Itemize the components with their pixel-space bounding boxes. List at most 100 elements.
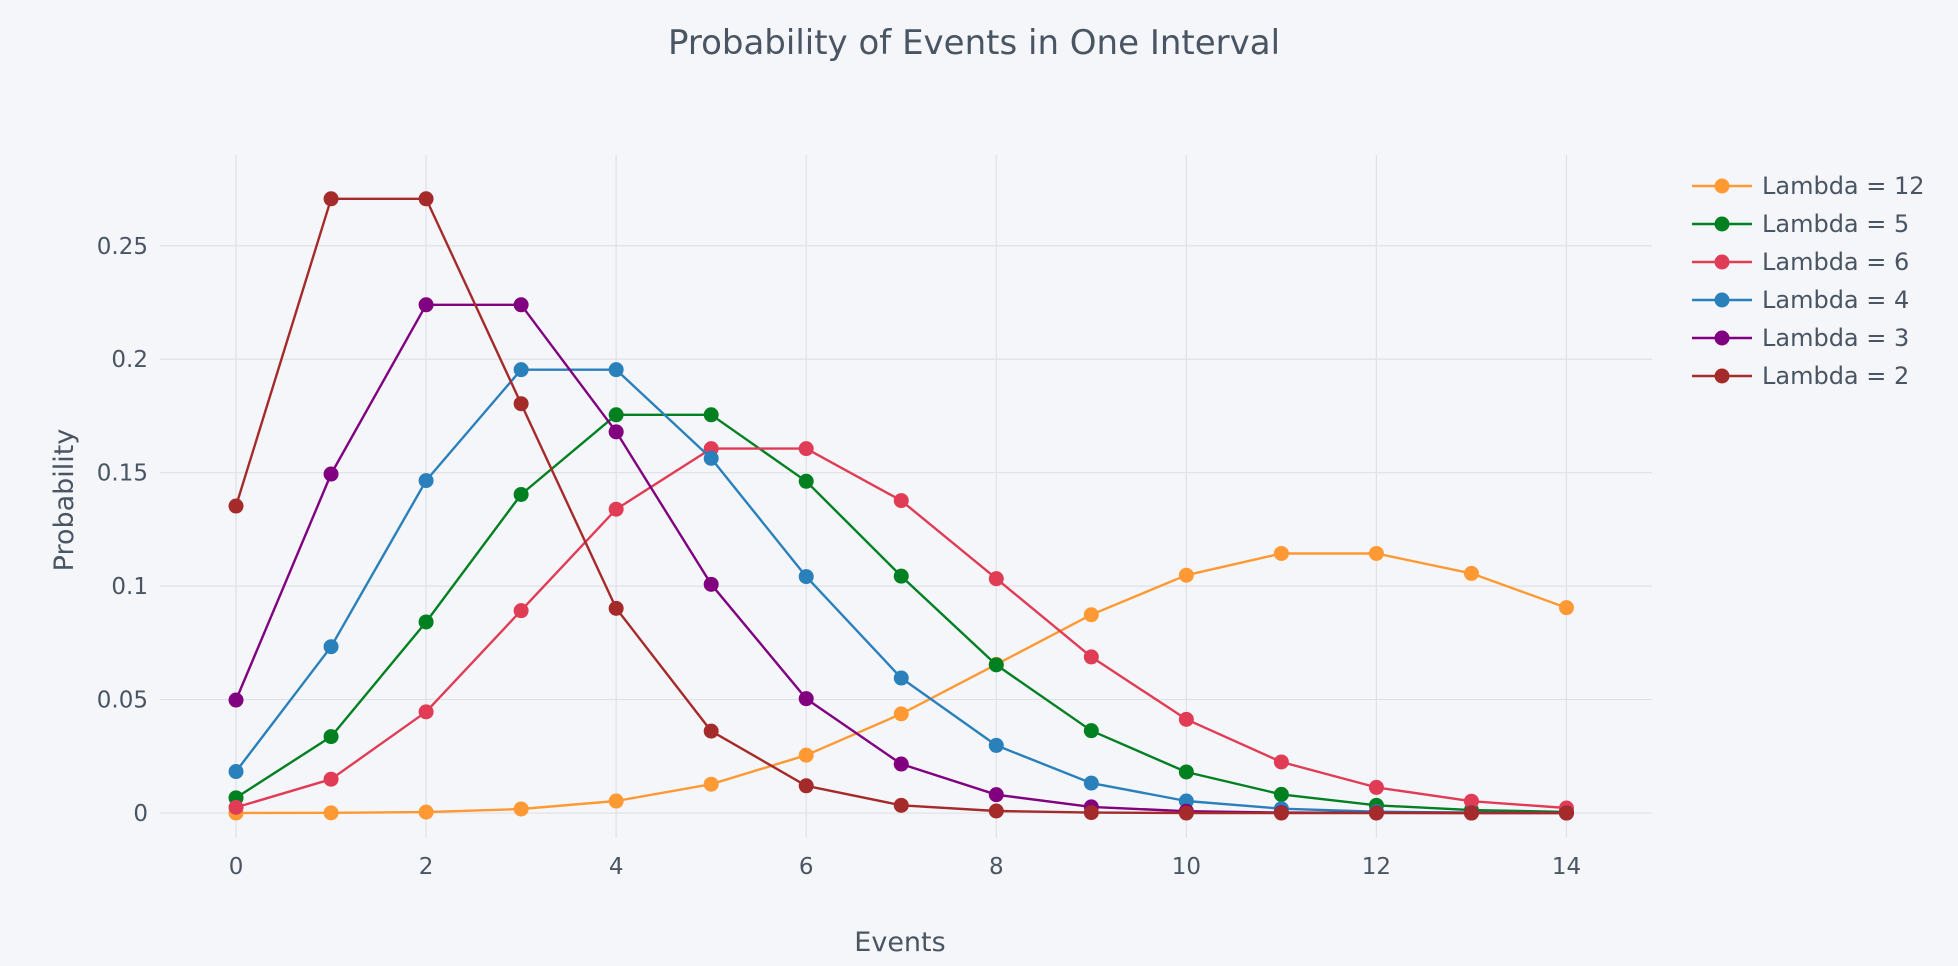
data-point[interactable] (1178, 764, 1194, 780)
data-point[interactable] (323, 729, 339, 745)
data-point[interactable] (608, 501, 624, 517)
data-point[interactable] (1083, 723, 1099, 739)
y-tick-label: 0.1 (111, 574, 148, 600)
legend-label: Lambda = 6 (1762, 248, 1909, 276)
data-point[interactable] (323, 639, 339, 655)
series-line (235, 413, 1567, 814)
data-point[interactable] (1463, 793, 1479, 809)
data-point[interactable] (798, 778, 814, 794)
data-point[interactable] (418, 473, 434, 489)
data-point[interactable] (418, 804, 434, 820)
y-tick-label: 0.25 (97, 234, 148, 260)
data-point[interactable] (1273, 805, 1289, 821)
data-point[interactable] (1273, 545, 1289, 561)
data-point[interactable] (608, 424, 624, 440)
data-point[interactable] (323, 805, 339, 821)
data-point[interactable] (988, 657, 1004, 673)
y-tick-label: 0.15 (97, 461, 148, 487)
data-point[interactable] (703, 450, 719, 466)
data-point[interactable] (418, 614, 434, 630)
data-point[interactable] (798, 441, 814, 457)
data-point[interactable] (1273, 754, 1289, 770)
series-line (234, 303, 1567, 815)
data-point[interactable] (703, 407, 719, 423)
data-point[interactable] (1083, 649, 1099, 665)
data-point[interactable] (1178, 567, 1194, 583)
data-point[interactable] (703, 576, 719, 592)
legend-item[interactable]: Lambda = 3 (1692, 324, 1909, 352)
legend-swatch-marker (1714, 330, 1730, 346)
data-point[interactable] (1083, 607, 1099, 623)
data-point[interactable] (323, 466, 339, 482)
data-point[interactable] (1178, 711, 1194, 727)
data-point[interactable] (513, 297, 529, 313)
data-point[interactable] (1558, 600, 1574, 616)
data-point[interactable] (893, 797, 909, 813)
data-point[interactable] (798, 473, 814, 489)
data-point[interactable] (228, 498, 244, 514)
data-point[interactable] (228, 799, 244, 815)
data-point[interactable] (798, 747, 814, 763)
data-point[interactable] (418, 297, 434, 313)
data-point[interactable] (893, 493, 909, 509)
data-point[interactable] (703, 776, 719, 792)
data-point[interactable] (893, 670, 909, 686)
data-point[interactable] (418, 191, 434, 207)
data-point[interactable] (988, 787, 1004, 803)
data-point[interactable] (893, 756, 909, 772)
data-point[interactable] (1083, 775, 1099, 791)
data-point[interactable] (323, 771, 339, 787)
data-point[interactable] (893, 706, 909, 722)
series-6 (228, 191, 1574, 821)
legend-item[interactable]: Lambda = 5 (1692, 210, 1909, 238)
data-point[interactable] (228, 692, 244, 708)
legend[interactable]: Lambda = 12 Lambda = 5 Lambda = 6 Lambda = … (1692, 172, 1925, 390)
legend-item[interactable]: Lambda = 4 (1692, 286, 1909, 314)
data-point[interactable] (988, 571, 1004, 587)
y-tick-label: 0 (133, 801, 148, 827)
legend-swatch-marker (1714, 216, 1730, 232)
x-tick-label: 14 (1552, 854, 1581, 880)
data-point[interactable] (1178, 805, 1194, 821)
data-point[interactable] (1463, 565, 1479, 581)
legend-swatch-marker (1714, 254, 1730, 270)
data-point[interactable] (418, 704, 434, 720)
y-tick-label: 0.05 (97, 688, 148, 714)
data-point[interactable] (798, 569, 814, 585)
legend-swatch-marker (1714, 178, 1730, 194)
data-point[interactable] (228, 764, 244, 780)
data-point[interactable] (513, 396, 529, 412)
data-point[interactable] (1368, 545, 1384, 561)
data-point[interactable] (513, 486, 529, 502)
legend-swatch-marker (1714, 368, 1730, 384)
legend-label: Lambda = 5 (1762, 210, 1909, 238)
data-point[interactable] (608, 793, 624, 809)
data-point[interactable] (988, 737, 1004, 753)
chart-title: Probability of Events in One Interval (668, 23, 1280, 63)
data-point[interactable] (608, 362, 624, 378)
data-point[interactable] (608, 407, 624, 423)
data-point[interactable] (513, 801, 529, 817)
data-point[interactable] (988, 803, 1004, 819)
data-point[interactable] (1273, 786, 1289, 802)
data-point[interactable] (1463, 805, 1479, 821)
legend-swatch-marker (1714, 292, 1730, 308)
data-point[interactable] (513, 362, 529, 378)
data-point[interactable] (513, 603, 529, 619)
data-point[interactable] (1368, 779, 1384, 795)
data-point[interactable] (703, 723, 719, 739)
data-point[interactable] (893, 568, 909, 584)
data-point[interactable] (798, 691, 814, 707)
data-point[interactable] (608, 600, 624, 616)
data-point[interactable] (323, 191, 339, 207)
series-5 (228, 297, 1574, 821)
data-point[interactable] (1558, 805, 1574, 821)
legend-item[interactable]: Lambda = 6 (1692, 248, 1909, 276)
data-point[interactable] (1083, 805, 1099, 821)
x-tick-label: 12 (1362, 854, 1391, 880)
data-point[interactable] (1368, 805, 1384, 821)
legend-item[interactable]: Lambda = 2 (1692, 362, 1909, 390)
legend-label: Lambda = 4 (1762, 286, 1909, 314)
legend-item[interactable]: Lambda = 12 (1692, 172, 1925, 200)
